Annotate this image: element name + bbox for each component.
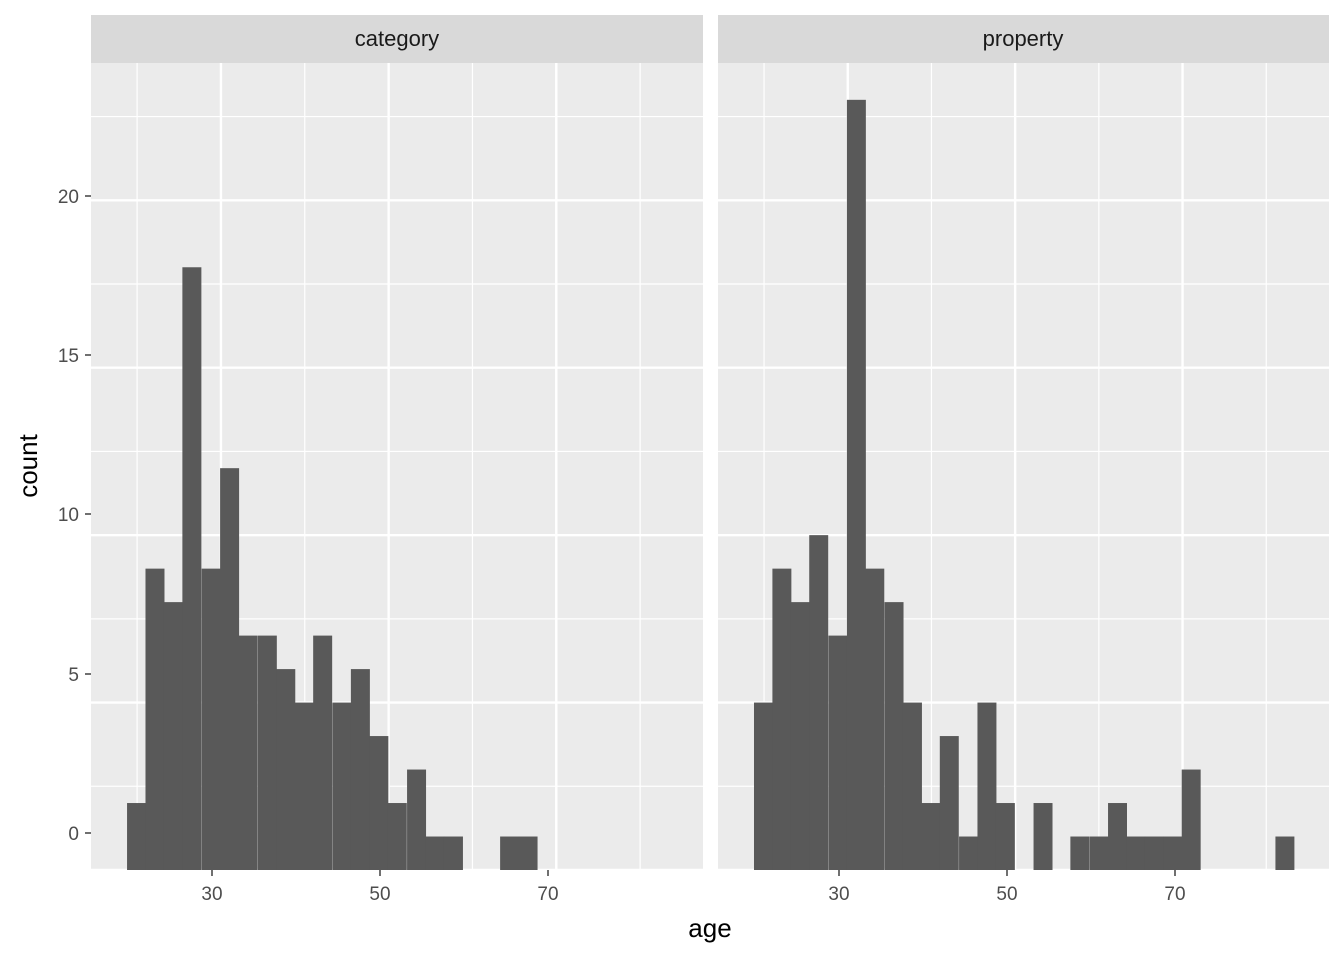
x-tick-label-30-category: 30 <box>201 884 222 905</box>
y-axis: 0 5 10 15 20 <box>58 187 91 845</box>
histogram-bar-category-9 <box>294 702 314 870</box>
histogram-bar-category-4 <box>201 568 221 870</box>
y-tick-label-10: 10 <box>58 505 79 526</box>
x-tick-label-70-category: 70 <box>537 884 558 905</box>
histogram-bar-property-0 <box>753 702 773 870</box>
histogram-bar-property-23 <box>1181 769 1201 870</box>
histogram-bar-property-20 <box>1126 836 1146 870</box>
histogram-bar-property-21 <box>1144 836 1164 870</box>
strip-label-property: property <box>983 26 1064 51</box>
histogram-bar-property-22 <box>1163 836 1183 870</box>
strip-label-category: category <box>355 26 439 51</box>
histogram-bar-category-10 <box>313 635 333 870</box>
y-tick-label-20: 20 <box>58 187 79 208</box>
histogram-bar-property-11 <box>959 836 979 870</box>
histogram-bar-category-0 <box>127 803 147 870</box>
x-axis: 30 50 70 30 50 70 <box>201 870 1186 905</box>
histogram-bar-property-10 <box>939 736 959 870</box>
bars-category <box>127 267 538 870</box>
facet-panel-category: category <box>91 15 703 872</box>
histogram-bar-category-7 <box>257 635 277 870</box>
histogram-bar-property-13 <box>995 803 1015 870</box>
strip-background-property <box>718 15 1329 63</box>
gridlines-category <box>91 63 703 872</box>
x-tick-label-50-property: 50 <box>996 884 1017 905</box>
histogram-bar-property-28 <box>1275 836 1295 870</box>
histogram-bar-category-13 <box>369 736 389 870</box>
x-tick-label-30-property: 30 <box>828 884 849 905</box>
histogram-bar-property-7 <box>884 602 904 870</box>
histogram-bar-property-1 <box>772 568 792 870</box>
histogram-bar-category-6 <box>238 635 258 870</box>
histogram-bar-property-3 <box>809 535 829 870</box>
histogram-bar-category-1 <box>145 568 165 870</box>
histogram-bar-category-17 <box>443 836 463 870</box>
histogram-bar-property-5 <box>846 99 866 870</box>
histogram-bar-property-15 <box>1033 803 1053 870</box>
histogram-bar-category-16 <box>425 836 445 870</box>
histogram-bar-category-2 <box>163 602 183 870</box>
histogram-bar-category-12 <box>350 669 370 870</box>
histogram-bar-property-4 <box>828 635 848 870</box>
histogram-bar-category-8 <box>276 669 296 870</box>
x-axis-title: age <box>688 913 731 943</box>
histogram-bar-category-21 <box>518 836 538 870</box>
histogram-bar-property-9 <box>921 803 941 870</box>
y-tick-label-15: 15 <box>58 346 79 367</box>
histogram-bar-category-15 <box>407 769 427 870</box>
histogram-bar-property-18 <box>1089 836 1109 870</box>
histogram-bar-property-19 <box>1108 803 1128 870</box>
y-tick-label-5: 5 <box>68 665 79 686</box>
histogram-bar-category-14 <box>387 803 407 870</box>
histogram-bar-category-11 <box>332 702 352 870</box>
x-tick-label-70-property: 70 <box>1164 884 1185 905</box>
y-axis-title: count <box>13 433 43 497</box>
histogram-bar-property-8 <box>902 702 922 870</box>
histogram-bar-category-20 <box>500 836 520 870</box>
histogram-bar-property-6 <box>865 568 885 870</box>
histogram-bar-property-2 <box>790 602 810 870</box>
histogram-bar-property-17 <box>1070 836 1090 870</box>
histogram-bar-property-12 <box>977 702 997 870</box>
facet-panel-property: property <box>718 15 1329 872</box>
x-tick-label-50-category: 50 <box>369 884 390 905</box>
histogram-bar-category-3 <box>182 267 202 870</box>
histogram-bar-category-5 <box>220 468 240 870</box>
y-tick-label-0: 0 <box>68 824 79 845</box>
bars-property <box>753 99 1295 870</box>
strip-background-category <box>91 15 703 63</box>
